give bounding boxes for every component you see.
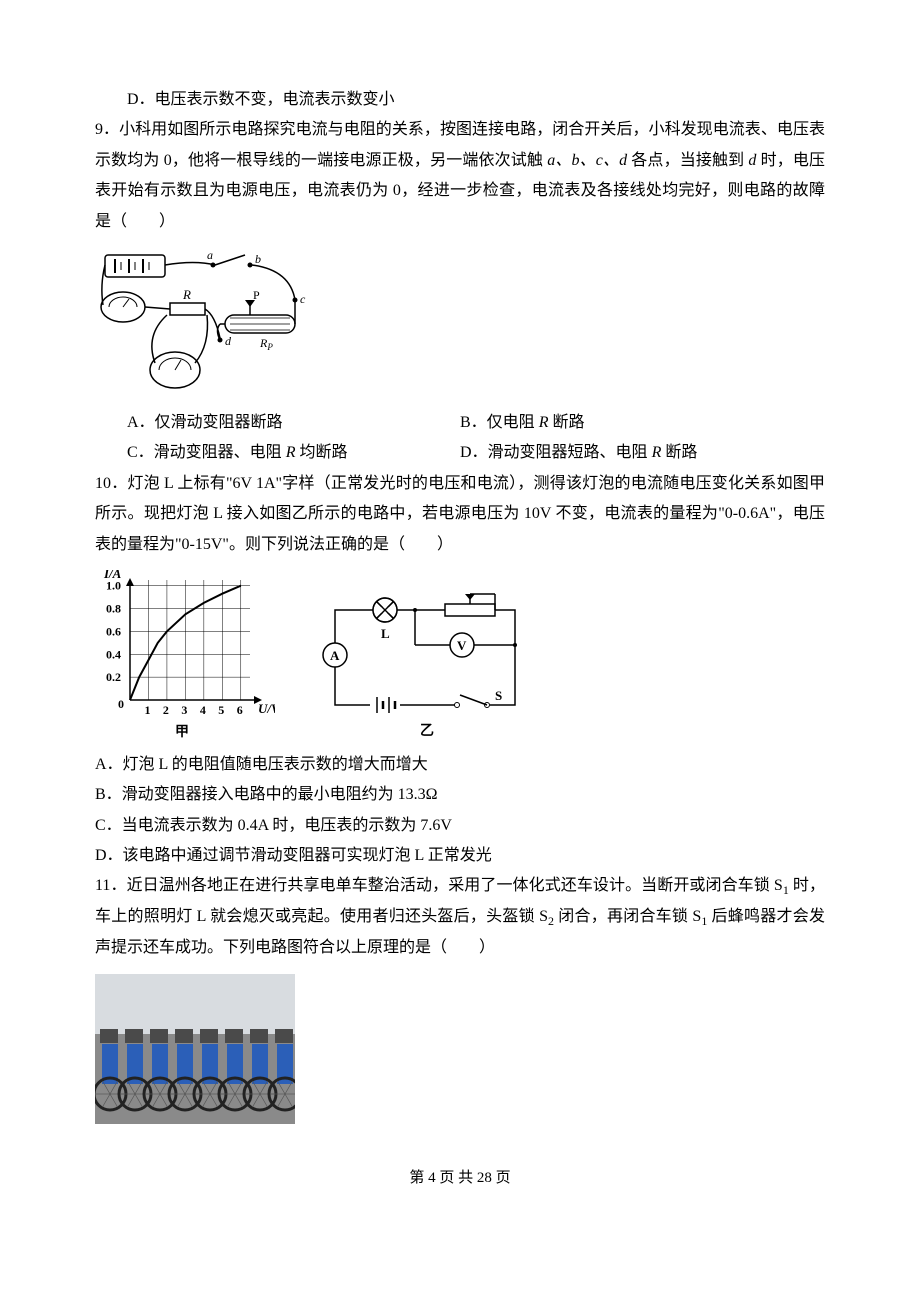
svg-text:0.4: 0.4	[106, 647, 121, 661]
q9-stem-d: d	[748, 152, 760, 169]
svg-text:0.6: 0.6	[106, 624, 121, 638]
q9-option-d: D．滑动变阻器短路、电阻 R 断路	[460, 438, 825, 468]
q11-stem: 11．近日温州各地正在进行共享电单车整治活动，采用了一体化式还车设计。当断开或闭…	[95, 871, 825, 963]
q9-option-a: A．仅滑动变阻器断路	[95, 408, 460, 438]
q9-options-row1: A．仅滑动变阻器断路 B．仅电阻 R 断路	[95, 408, 825, 438]
q9-options-row2: C．滑动变阻器、电阻 R 均断路 D．滑动变阻器短路、电阻 R 断路	[95, 438, 825, 468]
q10-option-b: B．滑动变阻器接入电路中的最小电阻约为 13.3Ω	[95, 780, 825, 810]
q9-option-c: C．滑动变阻器、电阻 R 均断路	[95, 438, 460, 468]
q10-graph-svg: I/A U/V 0.20.40.60.81.0123456 0 甲	[95, 570, 275, 740]
q11-bike-photo	[95, 974, 295, 1124]
q9-stem-abcd: a、b、c、d	[547, 152, 631, 169]
q9-label-rp: RP	[259, 336, 273, 352]
svg-text:6: 6	[237, 703, 243, 717]
q9-label-c: c	[300, 292, 306, 306]
svg-text:2: 2	[163, 703, 169, 717]
q10-option-c: C．当电流表示数为 0.4A 时，电压表的示数为 7.6V	[95, 811, 825, 841]
svg-text:4: 4	[200, 703, 206, 717]
q9-label-r: R	[182, 287, 191, 302]
q9-label-p: P	[253, 288, 260, 302]
svg-text:5: 5	[218, 703, 224, 717]
q10-origin: 0	[118, 697, 124, 711]
q10-circuit-v: V	[457, 638, 467, 653]
q10-circuit-a: A	[330, 648, 340, 663]
q9-option-b: B．仅电阻 R 断路	[460, 408, 825, 438]
q9-stem-text-2: 各点，当接触到	[631, 152, 748, 169]
q10-circuit-caption: 乙	[420, 723, 434, 739]
q10-circuit-svg: L R A V S 乙	[315, 590, 535, 740]
q10-graph-caption: 甲	[175, 724, 189, 740]
q9-circuit-figure: a b c P RP d R	[95, 245, 825, 400]
q10-figures: I/A U/V 0.20.40.60.81.0123456 0 甲 L	[95, 570, 825, 740]
q9-circuit-svg: a b c P RP d R	[95, 245, 315, 400]
q9-label-d: d	[225, 334, 232, 348]
q10-stem: 10．灯泡 L 上标有"6V 1A"字样（正常发光时的电压和电流），测得该灯泡的…	[95, 469, 825, 560]
q9-stem: 9．小科用如图所示电路探究电流与电阻的关系，按图连接电路，闭合开关后，小科发现电…	[95, 115, 825, 237]
page-footer: 第 4 页 共 28 页	[95, 1164, 825, 1193]
svg-text:1: 1	[144, 703, 150, 717]
q10-circuit-l: L	[381, 626, 390, 641]
q10-circuit-s: S	[495, 688, 502, 703]
q8-option-d: D．电压表示数不变，电流表示数变小	[95, 85, 825, 115]
svg-text:3: 3	[181, 703, 187, 717]
q9-label-a: a	[207, 248, 213, 262]
q10-circuit-r: R	[462, 590, 472, 593]
svg-text:1.0: 1.0	[106, 579, 121, 593]
q10-xaxis-label: U/V	[258, 701, 275, 716]
q9-label-b: b	[255, 252, 261, 266]
svg-text:0.2: 0.2	[106, 670, 121, 684]
q10-option-d: D．该电路中通过调节滑动变阻器可实现灯泡 L 正常发光	[95, 841, 825, 871]
svg-text:0.8: 0.8	[106, 601, 121, 615]
q10-option-a: A．灯泡 L 的电阻值随电压表示数的增大而增大	[95, 750, 825, 780]
